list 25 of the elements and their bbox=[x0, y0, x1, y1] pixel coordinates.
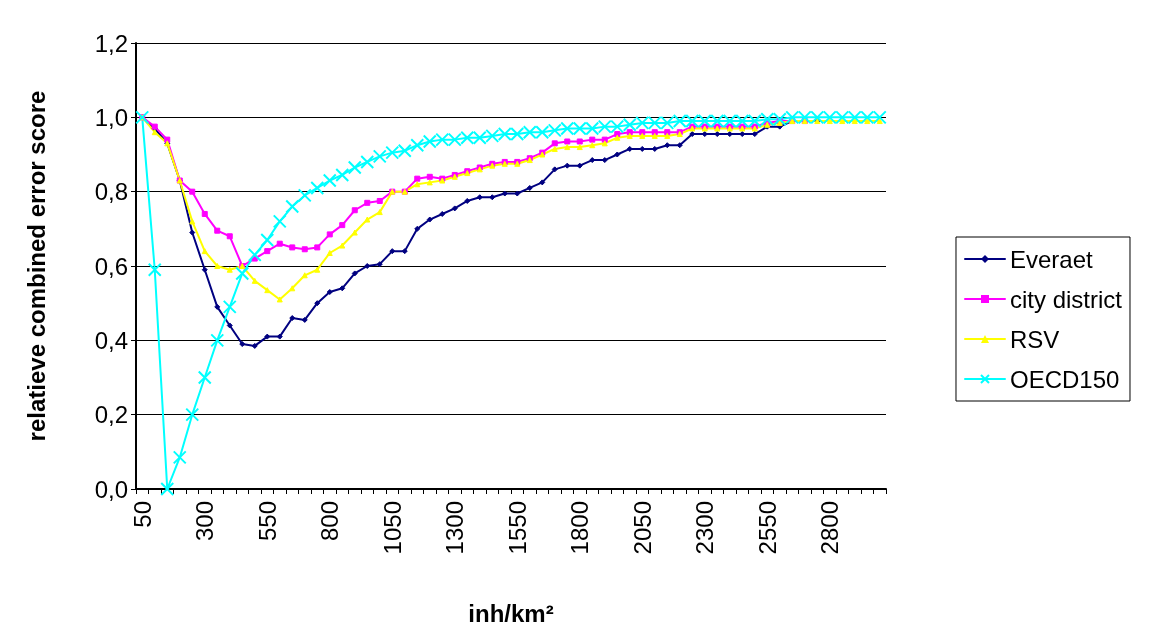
x-tick-label: 800 bbox=[316, 501, 344, 542]
y-tick-label: 0,8 bbox=[94, 178, 128, 206]
legend-label: city district bbox=[1009, 285, 1123, 313]
x-tick-label: 50 bbox=[128, 501, 156, 528]
y-tick-label: 0,6 bbox=[94, 252, 128, 280]
x-tick-label: 2800 bbox=[816, 501, 844, 555]
y-tick-label: 1,0 bbox=[94, 103, 128, 131]
x-tick-label: 1800 bbox=[566, 501, 594, 555]
x-tick-label: 1300 bbox=[441, 501, 469, 555]
x-tick-label: 2550 bbox=[753, 501, 781, 555]
y-tick-label: 0,0 bbox=[94, 475, 128, 503]
y-tick-label: 0,4 bbox=[94, 326, 128, 354]
x-tick-label: 2300 bbox=[691, 501, 719, 555]
y-tick-label: 0,2 bbox=[94, 401, 128, 429]
x-tick-label: 1050 bbox=[378, 501, 406, 555]
x-tick-label: 550 bbox=[253, 501, 281, 542]
x-tick-label: 300 bbox=[191, 501, 219, 542]
legend-label: Everaet bbox=[1009, 245, 1094, 273]
y-axis-title: relatieve combined error score bbox=[22, 90, 50, 442]
x-axis-title: inh/km² bbox=[468, 599, 554, 627]
legend-label: OECD150 bbox=[1009, 365, 1120, 393]
x-tick-label: 2050 bbox=[628, 501, 656, 555]
x-tick-label: 1550 bbox=[503, 501, 531, 555]
legend-label: RSV bbox=[1009, 325, 1060, 353]
y-tick-label: 1,2 bbox=[94, 29, 128, 57]
